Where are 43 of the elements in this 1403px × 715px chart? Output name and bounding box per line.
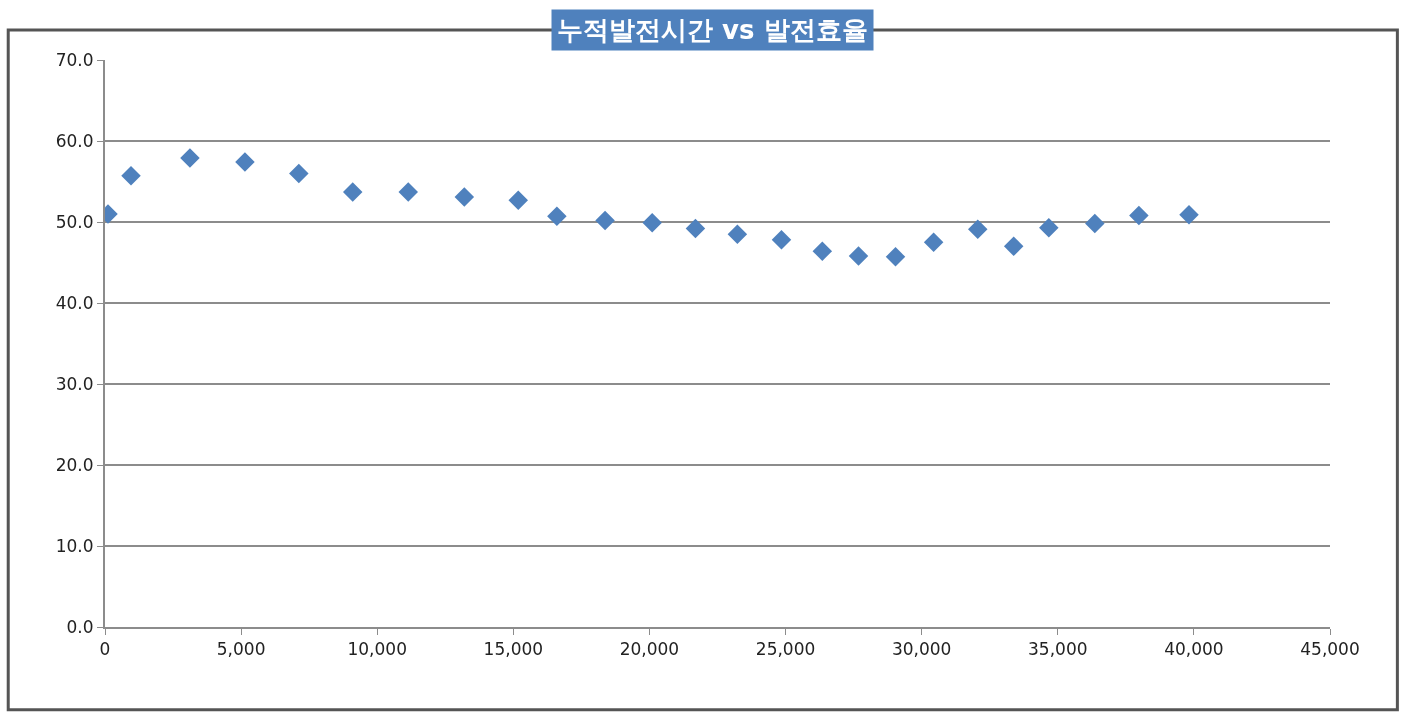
y-tick-label: 40.0 (55, 292, 94, 313)
point (1039, 217, 1059, 238)
y-tick-label: 70.0 (55, 49, 94, 70)
chart-title: 누적발전시간 vs 발전효율 (557, 15, 868, 45)
point (398, 182, 419, 202)
point (1003, 236, 1024, 257)
x-tick-label: 20,000 (619, 639, 680, 660)
point (727, 224, 748, 244)
point (967, 219, 988, 240)
y-tick-label: 0.0 (66, 616, 94, 637)
point (595, 210, 615, 231)
point (848, 246, 869, 266)
y-tick-label: 20.0 (55, 454, 94, 475)
x-tick-label: 30,000 (891, 639, 952, 660)
point (289, 163, 309, 184)
point (342, 182, 363, 202)
point (1129, 205, 1149, 226)
y-tick-label: 30.0 (55, 373, 94, 394)
point (121, 166, 141, 186)
point (235, 152, 255, 172)
point (812, 241, 833, 261)
point (885, 247, 906, 267)
point (454, 187, 475, 207)
y-tick-label: 10.0 (55, 535, 94, 556)
y-tick-label: 50.0 (55, 211, 94, 232)
point (547, 206, 567, 227)
x-tick-label: 45,000 (1300, 639, 1360, 660)
point (642, 213, 662, 233)
point (685, 218, 706, 239)
point (180, 148, 200, 168)
point (508, 190, 528, 210)
y-tick-label: 60.0 (55, 130, 94, 151)
x-tick-label: 0 (99, 639, 111, 660)
x-tick-label: 40,000 (1164, 639, 1224, 660)
point (1179, 204, 1199, 225)
point (771, 230, 792, 250)
x-tick-label: 15,000 (483, 639, 544, 660)
point (1085, 213, 1105, 234)
x-tick-label: 5,000 (216, 639, 266, 660)
x-tick-label: 25,000 (755, 639, 816, 660)
point (923, 232, 944, 252)
x-tick-label: 35,000 (1028, 639, 1088, 660)
x-tick-label: 10,000 (347, 639, 407, 660)
